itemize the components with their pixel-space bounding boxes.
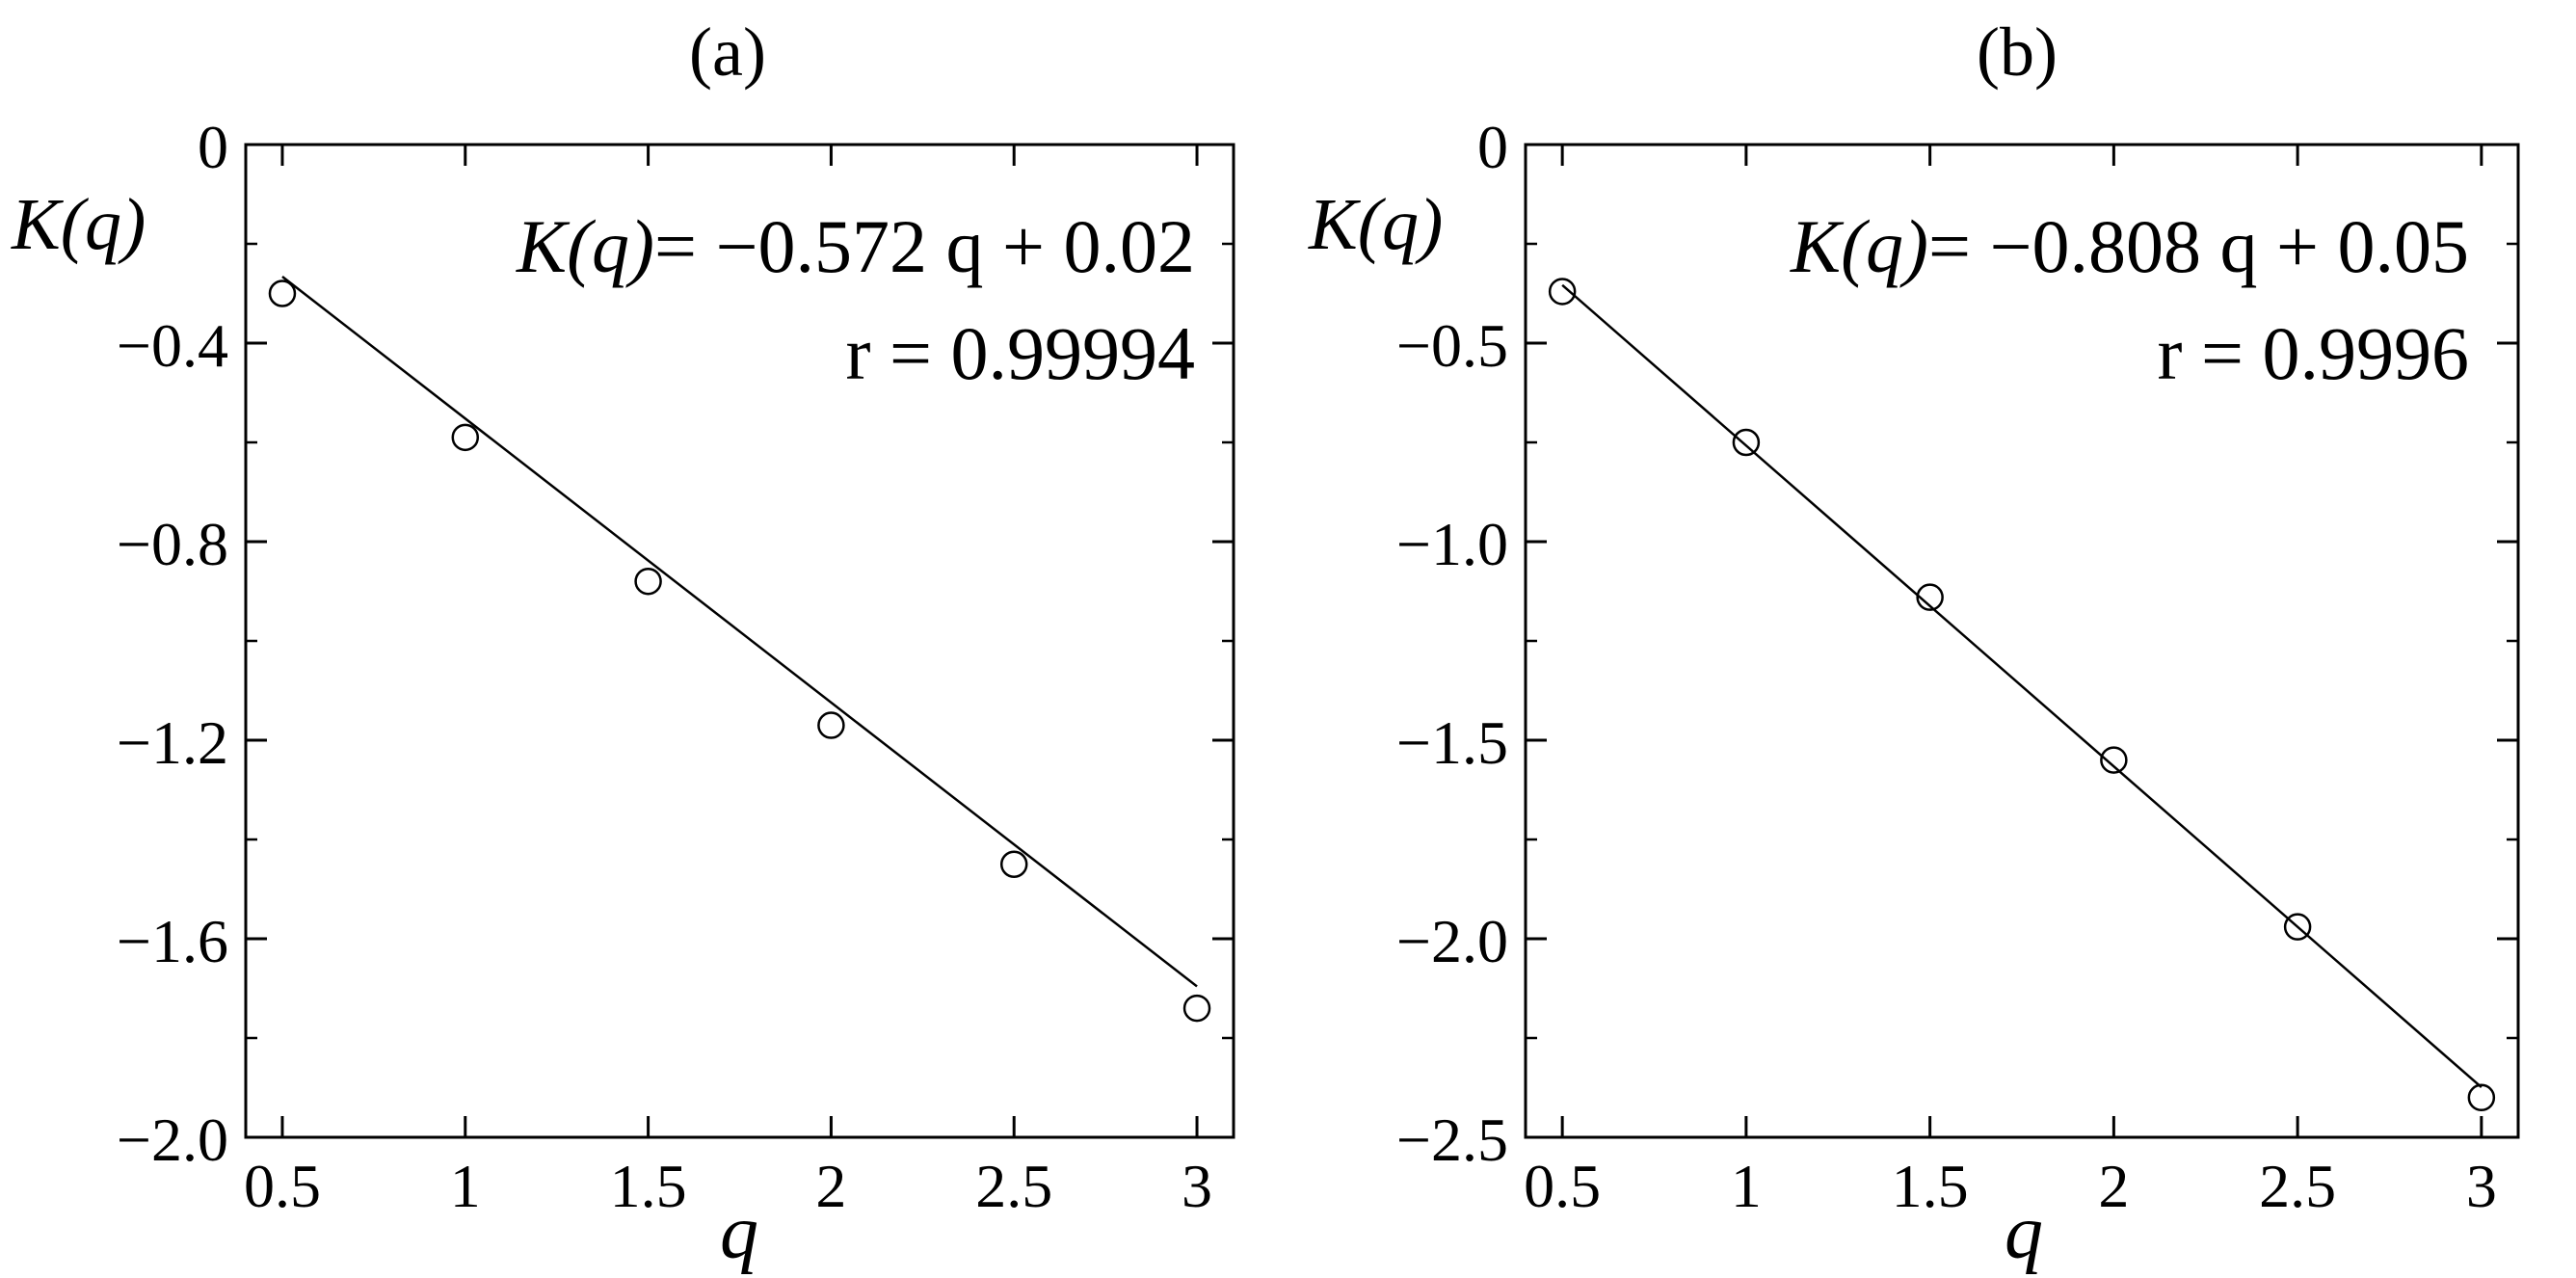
fit-equation: K(q)= −0.808 q + 0.05 xyxy=(1790,204,2469,288)
y-axis-label: K(q) xyxy=(1308,184,1443,265)
y-tick-label: −0.5 xyxy=(1396,311,1508,380)
tick-marks xyxy=(246,143,1234,1139)
data-points xyxy=(268,280,1211,1023)
plot-frame xyxy=(244,143,1235,1139)
data-point xyxy=(1916,583,1944,611)
x-tick-label: 2.5 xyxy=(975,1152,1052,1220)
y-tick-label: 0 xyxy=(198,113,228,181)
y-tick-label: 0 xyxy=(1477,113,1508,181)
fit-equation: K(q)= −0.572 q + 0.02 xyxy=(516,204,1195,288)
x-tick-label: 0.5 xyxy=(1524,1152,1601,1220)
y-tick-label: −0.4 xyxy=(117,311,228,380)
y-tick-label: −2.5 xyxy=(1396,1105,1508,1174)
x-tick-labels: 0.5 1 1.5 2 2.5 3 xyxy=(244,1152,1212,1220)
y-minor-ticks xyxy=(1526,242,2518,1040)
x-tick-label: 2 xyxy=(815,1152,846,1220)
x-tick-label: 1.5 xyxy=(610,1152,687,1220)
panel-label: (b) xyxy=(1977,13,2058,91)
y-tick-labels: 0 −0.5 −1.0 −1.5 −2.0 −2.5 xyxy=(1396,113,1508,1174)
fit-equation-rhs: = −0.808 q + 0.05 xyxy=(1928,204,2469,288)
y-tick-labels: 0 −0.4 −0.8 −1.2 −1.6 −2.0 xyxy=(117,113,228,1174)
data-point xyxy=(451,423,480,452)
data-point xyxy=(1732,428,1761,457)
x-tick-labels: 0.5 1 1.5 2 2.5 3 xyxy=(1524,1152,2497,1220)
x-axis-label: q xyxy=(2005,1190,2043,1275)
x-tick-label: 0.5 xyxy=(244,1152,321,1220)
y-tick-label: −1.6 xyxy=(117,907,228,975)
panel-a: (a) 0 −0.4 −0.8 −1.2 −1.6 −2.0 0.5 1 1.5 2 2.5 3 K… xyxy=(11,13,1235,1275)
x-tick-label: 2.5 xyxy=(2259,1152,2336,1220)
data-point xyxy=(2283,913,2312,941)
y-tick-label: −1.2 xyxy=(117,708,228,777)
fit-equation-lhs: K(q) xyxy=(1790,204,1928,288)
data-point xyxy=(1182,994,1211,1023)
fit-correlation: r = 0.9996 xyxy=(2158,311,2469,395)
data-point xyxy=(1548,278,1577,306)
y-tick-label: −0.8 xyxy=(117,510,228,578)
fit-correlation: r = 0.99994 xyxy=(846,311,1195,395)
x-axis-label: q xyxy=(720,1190,758,1275)
y-tick-label: −2.0 xyxy=(117,1105,228,1174)
panel-b: (b) 0 −0.5 −1.0 −1.5 −2.0 −2.5 0.5 1 1.5 2 2.5 3 K… xyxy=(1308,13,2520,1275)
y-tick-label: −1.5 xyxy=(1396,708,1508,777)
data-point xyxy=(999,850,1028,878)
y-axis-label: K(q) xyxy=(11,184,146,265)
y-tick-label: −1.0 xyxy=(1396,510,1508,578)
fit-line xyxy=(281,276,1198,988)
x-tick-label: 3 xyxy=(1182,1152,1212,1220)
panel-label: (a) xyxy=(689,13,766,91)
data-point xyxy=(817,711,845,739)
fit-line xyxy=(1561,283,2483,1089)
data-point xyxy=(2100,746,2128,774)
data-point xyxy=(634,567,662,596)
fit-equation-rhs: = −0.572 q + 0.02 xyxy=(654,204,1195,288)
data-point xyxy=(268,280,297,307)
data-point xyxy=(2467,1083,2496,1112)
x-tick-label: 2 xyxy=(2098,1152,2129,1220)
x-tick-label: 1 xyxy=(1731,1152,1762,1220)
tick-marks xyxy=(1526,143,2518,1139)
x-tick-label: 1 xyxy=(450,1152,481,1220)
y-minor-ticks xyxy=(246,242,1234,1040)
x-tick-label: 3 xyxy=(2466,1152,2497,1220)
data-points xyxy=(1548,278,2496,1112)
x-tick-label: 1.5 xyxy=(1892,1152,1969,1220)
fit-equation-lhs: K(q) xyxy=(516,204,654,288)
y-tick-label: −2.0 xyxy=(1396,907,1508,975)
